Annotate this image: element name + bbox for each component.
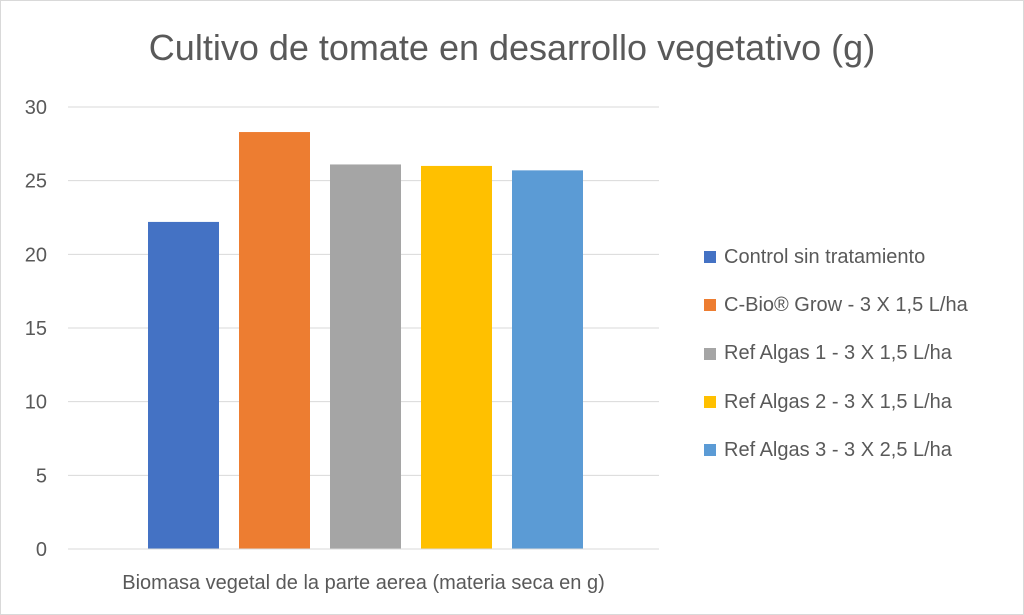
y-tick-label: 20	[25, 244, 47, 266]
legend-label: Ref Algas 1 - 3 X 1,5 L/ha	[724, 342, 952, 365]
bar-series-5	[512, 170, 583, 549]
legend-label: Ref Algas 3 - 3 X 2,5 L/ha	[724, 438, 952, 461]
legend-label: C-Bio® Grow - 3 X 1,5 L/ha	[724, 293, 968, 316]
y-tick-label: 0	[36, 539, 47, 561]
legend-swatch	[704, 347, 716, 360]
bar-series-4	[421, 165, 492, 549]
y-tick-label: 15	[25, 318, 47, 340]
y-tick-label: 5	[36, 465, 47, 487]
legend-item: Control sin tratamiento	[704, 233, 968, 281]
legend-swatch	[704, 299, 716, 312]
y-tick-label: 10	[25, 392, 47, 414]
legend-label: Ref Algas 2 - 3 X 1,5 L/ha	[724, 390, 952, 413]
legend-item: Ref Algas 2 - 3 X 1,5 L/ha	[704, 378, 968, 426]
bar-series-2	[239, 132, 310, 549]
y-tick-label: 25	[25, 171, 47, 193]
bar-series-1	[148, 221, 219, 550]
chart-title: Cultivo de tomate en desarrollo vegetati…	[148, 27, 876, 68]
y-axis-ticks: 0 5 10 15 20 25 30	[25, 97, 47, 561]
legend-swatch	[704, 396, 716, 409]
legend-swatch	[704, 444, 716, 457]
legend-swatch	[704, 251, 716, 264]
x-category-label: Biomasa vegetal de la parte aerea (mater…	[122, 572, 605, 594]
legend-item: C-Bio® Grow - 3 X 1,5 L/ha	[704, 281, 968, 329]
legend-label: Control sin tratamiento	[724, 245, 926, 268]
bars	[148, 132, 583, 550]
y-tick-label: 30	[25, 97, 47, 119]
legend: Control sin tratamiento C-Bio® Grow - 3 X…	[704, 233, 968, 474]
legend-item: Ref Algas 3 - 3 X 2,5 L/ha	[704, 426, 968, 474]
legend-item: Ref Algas 1 - 3 X 1,5 L/ha	[704, 330, 968, 378]
bar-series-3	[330, 164, 401, 549]
